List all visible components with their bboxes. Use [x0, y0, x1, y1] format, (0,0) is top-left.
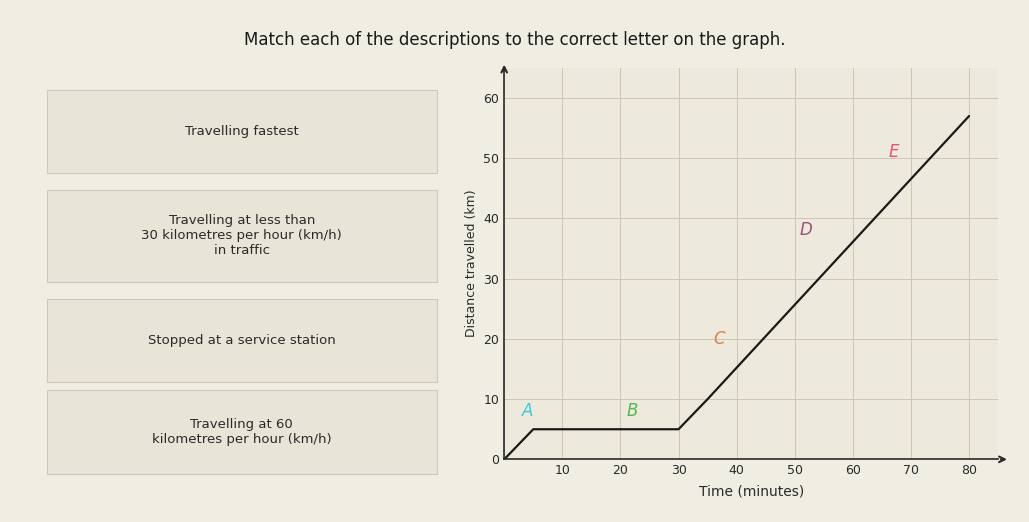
FancyBboxPatch shape [47, 190, 436, 282]
FancyBboxPatch shape [47, 90, 436, 173]
Text: Travelling at less than
30 kilometres per hour (km/h)
in traffic: Travelling at less than 30 kilometres pe… [141, 215, 343, 257]
Text: E: E [888, 143, 898, 161]
FancyBboxPatch shape [47, 299, 436, 382]
Text: Travelling at 60
kilometres per hour (km/h): Travelling at 60 kilometres per hour (km… [152, 418, 331, 446]
Text: Travelling fastest: Travelling fastest [185, 125, 298, 138]
Y-axis label: Distance travelled (km): Distance travelled (km) [465, 190, 477, 337]
Text: Match each of the descriptions to the correct letter on the graph.: Match each of the descriptions to the co… [244, 31, 785, 49]
FancyBboxPatch shape [47, 390, 436, 474]
Text: B: B [627, 402, 638, 420]
Text: A: A [522, 402, 533, 420]
Text: C: C [713, 330, 725, 348]
X-axis label: Time (minutes): Time (minutes) [699, 484, 804, 498]
Text: D: D [800, 221, 813, 240]
Text: Stopped at a service station: Stopped at a service station [148, 334, 335, 347]
